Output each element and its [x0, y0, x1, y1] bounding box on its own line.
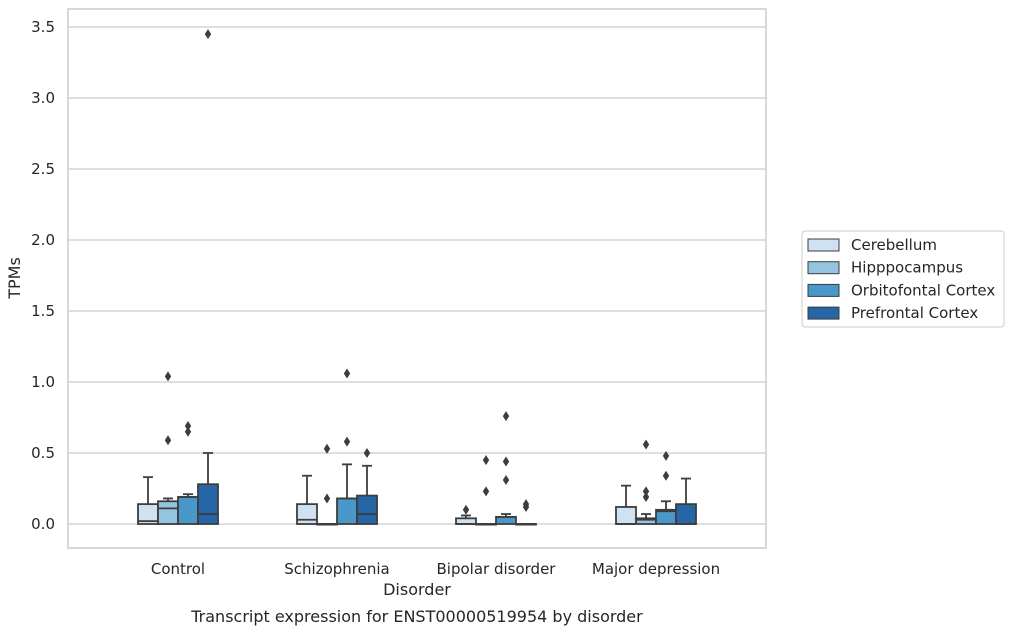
outlier-point [343, 368, 351, 379]
box-cerebellum [296, 474, 318, 525]
x-axis-label: Disorder [383, 580, 451, 599]
box-body [615, 506, 637, 525]
box-orbitofontal-cortex [655, 450, 677, 525]
box-body [177, 496, 199, 525]
box-prefrontal-cortex [197, 29, 219, 525]
box-body [356, 494, 378, 525]
outlier-point [662, 470, 670, 481]
outlier-point [482, 486, 490, 497]
box-body [495, 516, 517, 525]
outlier-point [184, 421, 192, 432]
y-axis-label: TPMs [5, 257, 24, 300]
box-body [197, 483, 219, 525]
box-cerebellum [615, 484, 637, 525]
y-gridlines [68, 26, 766, 525]
legend-frame [801, 230, 1005, 328]
legend-label: Hipppocampus [851, 259, 963, 277]
plot-frame [67, 8, 767, 549]
box-orbitofontal-cortex [336, 368, 358, 525]
plot-background [68, 9, 766, 548]
legend-label: Prefrontal Cortex [851, 304, 978, 322]
box-body [157, 500, 179, 525]
y-tick-label: 1.5 [31, 302, 55, 320]
outlier-point [363, 448, 371, 458]
box-hipppocampus [316, 443, 338, 526]
legend-swatch [807, 238, 840, 252]
outlier-point [164, 435, 172, 446]
outlier-point [204, 29, 212, 40]
legend-label: Orbitofontal Cortex [851, 281, 995, 299]
y-tick-label: 2.5 [31, 160, 55, 178]
box-hipppocampus [635, 439, 657, 525]
x-tick-label: Major depression [592, 560, 720, 578]
outlier-point [502, 456, 510, 467]
legend: Cerebellum Hipppocampus Orbitofontal Corte… [801, 230, 1005, 328]
x-tick-labels: Control Schizophrenia Bipolar disorder Majo… [151, 560, 720, 578]
box-cerebellum [455, 504, 477, 525]
y-tick-label: 3.0 [31, 89, 55, 107]
outlier-point [164, 371, 172, 382]
box-body [296, 503, 318, 525]
legend-label: Cerebellum [851, 236, 937, 254]
legend-swatch [807, 306, 840, 320]
outlier-point [642, 486, 650, 497]
outlier-point [323, 493, 331, 504]
outlier-point [522, 499, 530, 510]
y-tick-label: 1.0 [31, 373, 55, 391]
x-tick-label: Schizophrenia [284, 560, 389, 578]
outlier-point [642, 439, 650, 450]
outlier-point [642, 492, 650, 503]
box-prefrontal-cortex [515, 499, 537, 526]
box-orbitofontal-cortex [495, 411, 517, 525]
box-body [675, 503, 697, 525]
legend-swatch [807, 261, 840, 275]
outlier-point [502, 474, 510, 485]
box-prefrontal-cortex [356, 448, 378, 525]
y-tick-label: 2.0 [31, 231, 55, 249]
outlier-point [343, 436, 351, 447]
x-tick-label: Control [151, 560, 205, 578]
outlier-point [184, 426, 192, 437]
legend-swatch [807, 283, 840, 297]
box-series-layer [137, 29, 697, 526]
outlier-point [323, 443, 331, 454]
outlier-point [662, 450, 670, 461]
y-tick-labels: 0.0 0.5 1.0 1.5 2.0 2.5 3.0 3.5 [31, 18, 55, 533]
chart-caption: Transcript expression for ENST0000051995… [190, 607, 643, 626]
outlier-point [462, 504, 470, 515]
y-tick-label: 0.0 [31, 515, 55, 533]
box-body [336, 497, 358, 525]
x-tick-label: Bipolar disorder [437, 560, 557, 578]
y-tick-label: 0.5 [31, 444, 55, 462]
outlier-point [502, 411, 510, 422]
box-prefrontal-cortex [675, 477, 697, 525]
outlier-point [482, 455, 490, 466]
y-tick-label: 3.5 [31, 18, 55, 36]
box-cerebellum [137, 476, 159, 525]
